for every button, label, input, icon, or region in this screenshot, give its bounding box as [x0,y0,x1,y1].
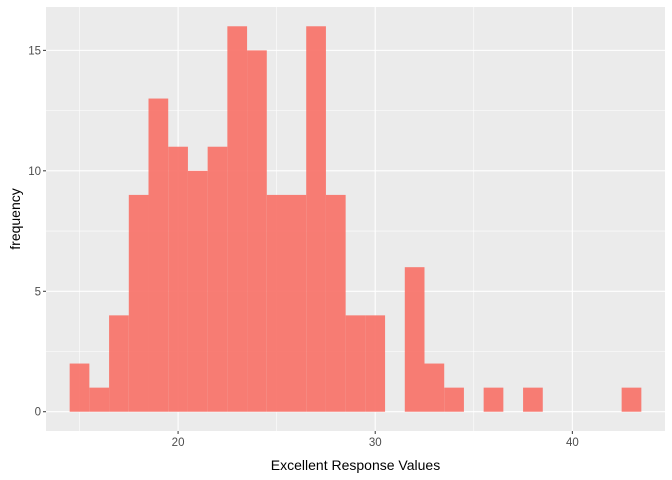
histogram-bar [266,194,287,412]
x-tick-label: 40 [566,437,579,449]
histogram-bar [69,363,90,412]
histogram-bar [365,315,386,412]
histogram-bar [247,50,267,412]
y-tick-label: 5 [35,286,41,298]
histogram-bar [89,387,110,412]
histogram-bar [128,194,149,412]
histogram-bar [345,315,366,412]
x-axis-title: Excellent Response Values [271,457,440,473]
x-tick-label: 30 [369,437,382,449]
y-tick-label: 0 [35,407,41,419]
y-tick-label: 10 [28,166,41,178]
histogram-bar [306,26,326,412]
histogram-bars [69,26,642,412]
histogram-bar [187,170,208,412]
y-tick-label: 15 [28,45,41,57]
histogram-bar [621,387,642,412]
histogram-bar [109,315,129,412]
histogram-bar [325,194,346,412]
histogram-bar [424,363,445,412]
histogram-bar [168,146,188,412]
histogram-bar [286,194,307,412]
histogram-bar [523,387,543,412]
y-axis-ticks: 0 5 10 15 [28,45,46,419]
y-axis-title: frequency [7,188,23,249]
histogram-bar [148,98,169,412]
histogram-bar [207,146,228,412]
histogram-bar [404,267,425,412]
x-axis-ticks: 20 30 40 [172,431,579,449]
x-tick-label: 20 [172,437,185,449]
histogram-bar [227,26,248,412]
histogram-bar [483,387,504,412]
histogram-bar [444,387,464,412]
